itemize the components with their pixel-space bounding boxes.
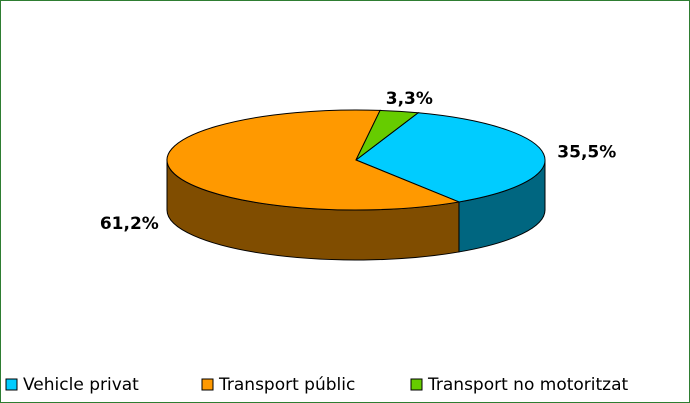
legend-swatch <box>5 378 18 391</box>
legend-swatch <box>201 378 214 391</box>
legend-label: Transport no motoritzat <box>427 375 628 395</box>
data-label: 61,2% <box>100 214 159 234</box>
legend-label: Transport públic <box>218 375 355 395</box>
data-label: 3,3% <box>386 89 433 109</box>
legend-swatch <box>410 378 423 391</box>
slice <box>354 112 546 203</box>
slice <box>166 109 461 211</box>
slice <box>355 109 420 161</box>
data-label: 35,5% <box>557 142 616 162</box>
legend-label: Vehicle privat <box>23 375 139 395</box>
